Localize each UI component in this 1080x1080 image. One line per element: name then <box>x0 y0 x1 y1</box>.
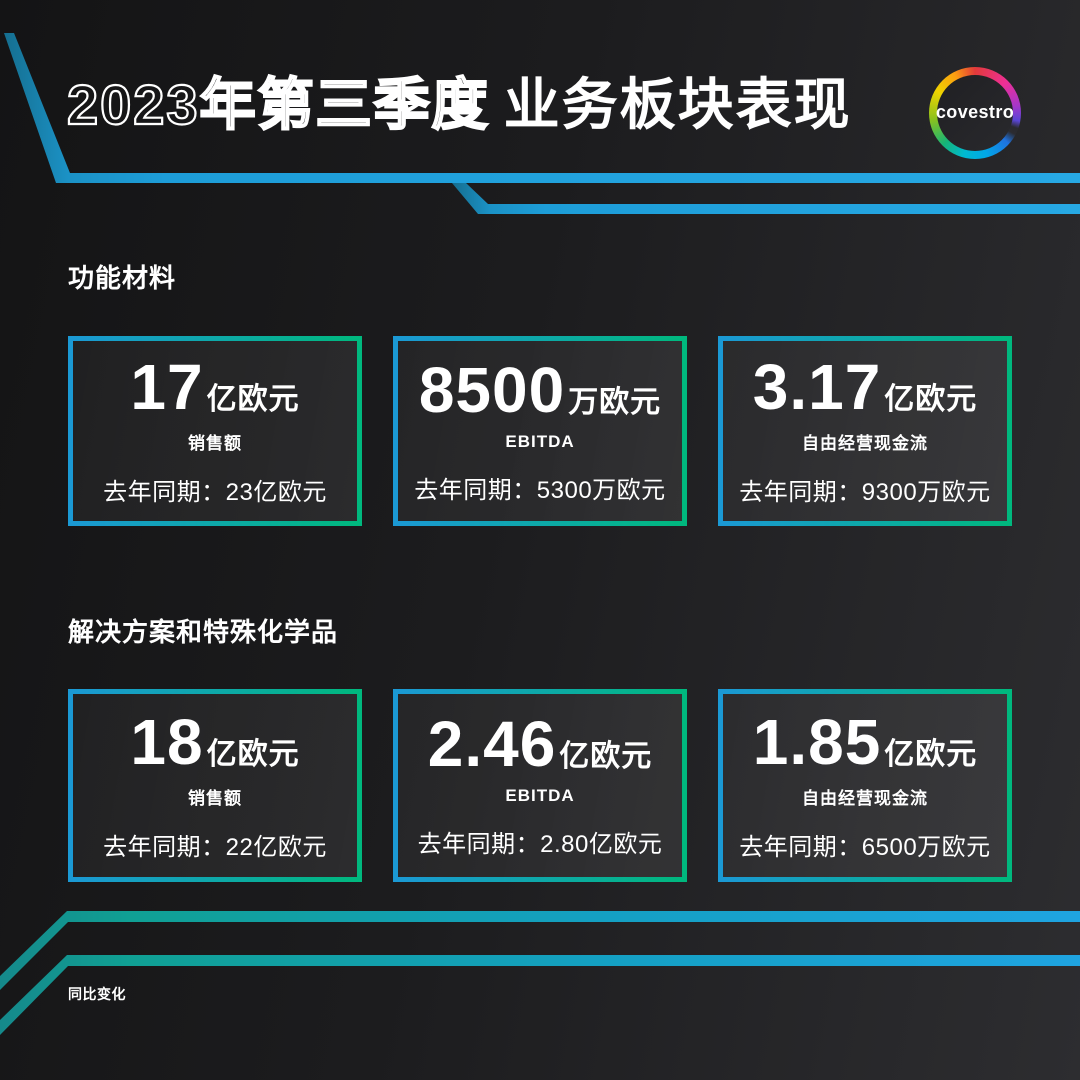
kpi-unit: 亿欧元 <box>206 737 300 771</box>
kpi-compare-text: 去年同期：5300万欧元 <box>414 476 666 504</box>
header-ribbon-line-2 <box>452 183 1080 214</box>
kpi-value-line: 3.17 亿欧元 <box>753 355 978 419</box>
kpi-value: 8500 <box>418 353 566 426</box>
kpi-compare-text: 去年同期：22亿欧元 <box>103 833 327 861</box>
kpi-card-pm-focf: 3.17 亿欧元 自由经营现金流 去年同期：9300万欧元 <box>718 336 1012 526</box>
kpi-card-pm-ebitda: 8500 万欧元 EBITDA 去年同期：5300万欧元 <box>393 336 687 526</box>
kpi-unit: 亿欧元 <box>559 740 653 773</box>
kpi-metric-label: EBITDA <box>505 431 575 451</box>
kpi-compare-text: 去年同期：6500万欧元 <box>739 833 991 861</box>
kpi-compare-text: 去年同期：2.80亿欧元 <box>417 831 663 858</box>
kpi-card-ss-ebitda: 2.46 亿欧元 EBITDA 去年同期：2.80亿欧元 <box>393 689 687 882</box>
kpi-value-line: 1.85 亿欧元 <box>753 710 978 774</box>
kpi-value-line: 2.46 亿欧元 <box>428 712 653 776</box>
kpi-compare-text: 去年同期：23亿欧元 <box>103 479 327 506</box>
kpi-unit: 万欧元 <box>568 385 662 419</box>
kpi-value-line: 17 亿欧元 <box>130 355 299 419</box>
footer-note: 同比变化 <box>68 986 126 1002</box>
section-label-performance-materials: 功能材料 <box>68 263 177 293</box>
kpi-metric-label: 销售额 <box>188 434 242 453</box>
kpi-value: 2.46 <box>427 708 557 780</box>
page-title: 2023年第三季度 业务板块表现 <box>66 73 852 136</box>
kpi-card-pm-sales: 17 亿欧元 销售额 去年同期：23亿欧元 <box>68 336 362 526</box>
kpi-card-ss-sales: 18 亿欧元 销售额 去年同期：22亿欧元 <box>68 689 362 882</box>
page-title-solid-part: 业务板块表现 <box>503 73 852 136</box>
kpi-metric-label: 自由经营现金流 <box>802 434 928 453</box>
kpi-unit: 亿欧元 <box>884 737 978 771</box>
covestro-wordmark: covestro <box>935 102 1015 123</box>
kpi-metric-label: 销售额 <box>188 788 242 808</box>
kpi-unit: 亿欧元 <box>206 383 300 416</box>
kpi-metric-label: 自由经营现金流 <box>802 788 928 808</box>
kpi-value-line: 8500 万欧元 <box>419 358 661 422</box>
footer-ribbon-line-1 <box>0 911 1080 990</box>
kpi-unit: 亿欧元 <box>884 383 978 416</box>
kpi-metric-label: EBITDA <box>505 786 575 805</box>
page-title-outline-part: 2023年第三季度 <box>66 73 490 136</box>
kpi-value: 1.85 <box>752 705 882 778</box>
covestro-logo: covestro <box>929 67 1021 159</box>
kpi-value: 3.17 <box>752 351 882 423</box>
section-label-solutions-specialties: 解决方案和特殊化学品 <box>68 617 339 647</box>
kpi-value: 17 <box>130 351 204 423</box>
kpi-compare-text: 去年同期：9300万欧元 <box>739 479 991 506</box>
kpi-card-ss-focf: 1.85 亿欧元 自由经营现金流 去年同期：6500万欧元 <box>718 689 1012 882</box>
footer-ribbon-line-2 <box>0 955 1080 1035</box>
kpi-value-line: 18 亿欧元 <box>130 710 299 774</box>
kpi-value: 18 <box>130 705 204 778</box>
